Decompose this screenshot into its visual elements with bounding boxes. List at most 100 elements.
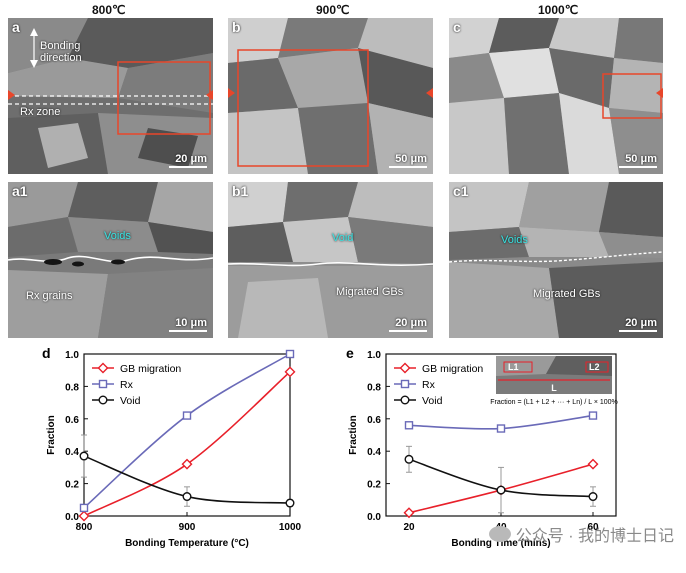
chart-d-point-1-2	[285, 349, 295, 359]
migrated-gbs-label-b1: Migrated GBs	[336, 286, 404, 298]
chart-e-xtick-label: 60	[587, 522, 599, 533]
chart-d-letter: d	[42, 345, 51, 361]
voids-label-c1: Voids	[501, 234, 528, 246]
chart-e-point-1-2	[588, 411, 598, 420]
scale-text-b: 50 μm	[395, 153, 427, 165]
wechat-icon	[488, 526, 511, 542]
chart-d-legend-marker-0	[97, 362, 109, 374]
chart-e-inset-box-l1	[503, 361, 533, 373]
chart-d-point-0-1	[181, 458, 193, 470]
micrograph-a1-image	[8, 182, 213, 338]
column-title-900: 900℃	[316, 3, 350, 17]
scale-bar-b: 50 μm	[389, 153, 427, 168]
chart-e-xlabel: Bonding Time (mins)	[451, 538, 550, 549]
panel-label-b: b	[232, 19, 241, 35]
chart-d-ytick-label: 0.4	[65, 447, 79, 458]
rx-zone-label: Rx zone	[20, 106, 61, 118]
chart-d-svg: d 0.0 0.2 0.4 0.6 0.8 1.0 800 900 1000 Bonding Tem…	[42, 345, 302, 549]
micrograph-panel-b: b 50 μm	[228, 18, 433, 174]
micrograph-c-image	[449, 18, 663, 174]
chart-e-ytick-label: 0.8	[367, 382, 381, 393]
chart-d-xtick-label: 800	[76, 522, 93, 533]
chart-d-ytick-label: 0.8	[65, 382, 79, 393]
column-title-1000: 1000℃	[538, 3, 579, 17]
chart-e-point-1-0	[404, 421, 414, 430]
chart-e-svg: e0.00.20.40.60.81.0204060Bonding Time (m…	[346, 345, 618, 549]
voids-label-a1: Voids	[104, 230, 131, 242]
micrograph-b1-image	[228, 182, 433, 338]
panel-label-c: c	[453, 19, 461, 35]
scale-bar-b1: 20 μm	[389, 317, 427, 332]
chart-e-point-0-0	[403, 507, 415, 519]
scale-bar-c: 50 μm	[619, 153, 657, 168]
micrograph-c1-image	[449, 182, 663, 338]
chart-e-inset-formula: Fraction = (L1 + L2 + ··· + Ln) / L × 10…	[490, 399, 618, 406]
chart-e-point-2-1	[496, 485, 506, 495]
migrated-gbs-label-c1: Migrated GBs	[533, 288, 601, 300]
watermark-text: 公众号 · 我的博士日记	[515, 528, 674, 545]
micrograph-b-image	[228, 18, 433, 174]
chart-e-legend-label-1: Rx	[422, 379, 436, 391]
chart-e-inset-label-l2: L2	[589, 362, 600, 372]
scale-text-a1: 10 μm	[175, 317, 207, 329]
chart-d-ytick-label: 0.0	[65, 512, 79, 523]
chart-e-legend-label-2: Void	[422, 395, 443, 407]
chart-d-point-1-1	[182, 411, 192, 420]
chart-e-legend-marker-2	[400, 395, 410, 405]
chart-e-legend-marker-1	[400, 379, 410, 389]
chart-e-ylabel: Fraction	[348, 415, 359, 454]
micrograph-a-image	[8, 18, 213, 174]
micrograph-panel-c1: c1 Voids Migrated GBs 20 μm	[449, 182, 663, 338]
chart-d-legend-label-0: GB migration	[120, 363, 181, 375]
chart-e-legend-label-0: GB migration	[422, 363, 483, 375]
chart-d-ytick-label: 1.0	[65, 350, 79, 361]
chart-e-point-2-2	[588, 492, 598, 502]
panel-label-c1: c1	[453, 183, 469, 199]
chart-d-ytick-label: 0.6	[65, 415, 79, 426]
chart-d-point-0-2	[284, 366, 296, 378]
micrograph-panel-a1: a1 Voids Rx grains 10 μm	[8, 182, 213, 338]
micrograph-panel-c: c 50 μm	[449, 18, 663, 174]
micrograph-panel-b1: b1 Void Migrated GBs 20 μm	[228, 182, 433, 338]
chart-e-point-0-2	[587, 458, 599, 470]
chart-e-inset-grain	[546, 356, 612, 376]
scale-bar-a: 20 μm	[169, 153, 207, 168]
chart-d-ylabel: Fraction	[46, 415, 57, 454]
chart-d-xtick-label: 900	[179, 522, 196, 533]
chart-d-series-line-1	[83, 353, 291, 509]
scale-text-c: 50 μm	[625, 153, 657, 165]
micrograph-panel-a: a Bonding direction Rx zone 20 μm	[8, 18, 213, 174]
chart-d-xtick-label: 1000	[279, 522, 302, 533]
scale-text-b1: 20 μm	[395, 317, 427, 329]
void-label-b1: Void	[332, 232, 354, 244]
chart-e-inset-label-l: L	[551, 383, 557, 393]
chart-d-legend-label-2: Void	[120, 395, 141, 407]
scale-text-c1: 20 μm	[625, 317, 657, 329]
chart-e-ytick-label: 0.6	[367, 415, 381, 426]
chart-e-point-2-0	[404, 454, 414, 464]
watermark: 公众号 · 我的博士日记	[488, 522, 674, 546]
chart-d-ytick-label: 0.2	[65, 480, 79, 491]
panel-label-a: a	[12, 19, 20, 35]
scale-text-a: 20 μm	[175, 153, 207, 165]
chart-e-inset-grain	[496, 356, 556, 376]
chart-d-legend-marker-1	[98, 379, 108, 389]
chart-d-xlabel: Bonding Temperature (°C)	[125, 538, 249, 549]
scale-bar-a1: 10 μm	[169, 317, 207, 332]
chart-d-legend-label-1: Rx	[120, 379, 134, 391]
bonding-direction-label: Bonding direction	[40, 40, 82, 64]
rx-grains-label: Rx grains	[26, 290, 73, 302]
chart-d-point-2-1	[182, 492, 192, 502]
panel-label-a1: a1	[12, 183, 28, 199]
chart-e-ytick-label: 0.2	[367, 480, 381, 491]
chart-e-ytick-label: 1.0	[367, 350, 381, 361]
chart-e-ytick-label: 0.0	[367, 512, 381, 523]
chart-e-ytick-label: 0.4	[367, 447, 381, 458]
chart-panel-e: e0.00.20.40.60.81.0204060Bonding Time (m…	[340, 344, 686, 568]
chart-d-point-2-2	[285, 498, 295, 508]
chart-e-point-1-1	[496, 424, 506, 433]
chart-e-legend-marker-0	[399, 362, 411, 374]
column-title-800: 800℃	[92, 3, 126, 17]
chart-d-legend-marker-2	[98, 395, 108, 405]
chart-e-inset-box-l2	[585, 361, 609, 373]
